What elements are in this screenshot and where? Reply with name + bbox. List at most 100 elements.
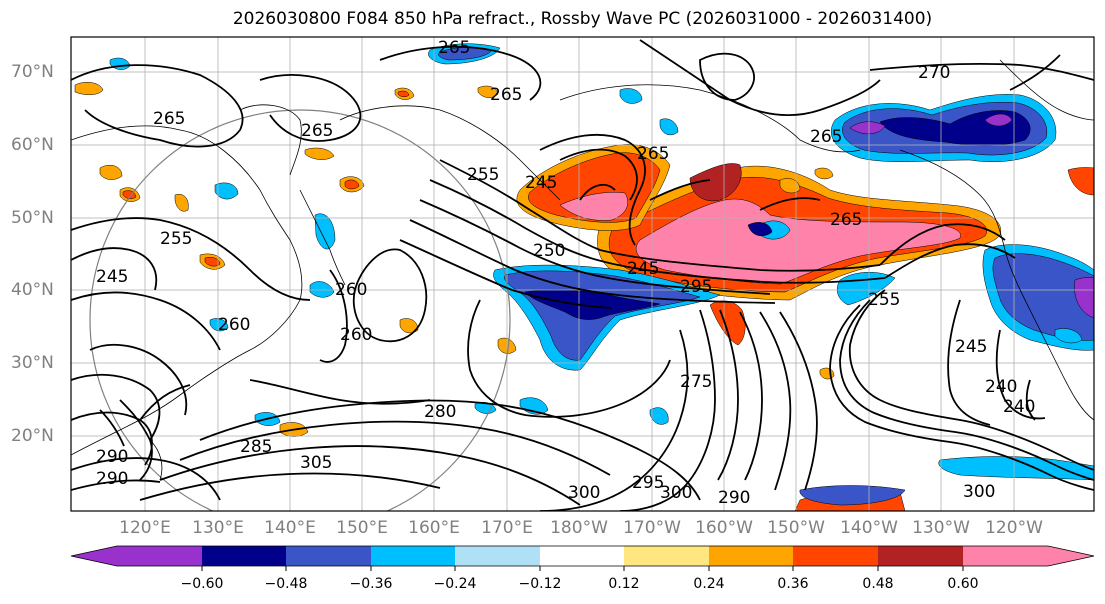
anomaly-region-neg-light — [659, 118, 679, 136]
anomaly-region-pos-light — [304, 147, 335, 160]
lon-label: 140°W — [840, 518, 898, 538]
colorbar-tick-label: 0.12 — [608, 576, 640, 592]
lat-label: 20°N — [11, 426, 54, 446]
colorbar-segment — [878, 546, 963, 566]
lon-label: 120°E — [119, 518, 171, 538]
lat-label: 70°N — [11, 62, 54, 82]
colorbar-segment — [540, 546, 624, 566]
lat-label: 50°N — [11, 208, 54, 228]
contour-label: 265 — [810, 127, 842, 147]
colorbar-segment — [202, 546, 286, 566]
contour-label: 300 — [660, 483, 692, 503]
colorbar-segment — [793, 546, 878, 566]
anomaly-region-neg-light — [1054, 328, 1083, 344]
contour-label: 245 — [627, 259, 659, 279]
colorbar-segment — [624, 546, 709, 566]
colorbar-segment — [455, 546, 540, 566]
contour-label: 265 — [830, 210, 862, 230]
anomaly-region-neg-dark — [747, 222, 773, 237]
contour-label: 250 — [533, 241, 565, 261]
colorbar-tick-label: −0.36 — [349, 576, 393, 592]
anomaly-region-neg-light — [309, 281, 335, 298]
contour-label: 270 — [918, 63, 950, 83]
colorbar-tick-label: −0.60 — [180, 576, 224, 592]
contour-label: 255 — [160, 229, 192, 249]
plot-frame — [70, 36, 1095, 512]
colorbar-tick-label: −0.48 — [264, 576, 308, 592]
anomaly-region-neg-strong — [1074, 277, 1094, 319]
anomaly-region-pos-light — [174, 194, 189, 212]
anomaly-region-pos-mid — [1067, 167, 1094, 196]
anomaly-region-pos-light — [74, 82, 104, 95]
graticule — [71, 37, 1094, 511]
lon-label: 160°W — [695, 518, 753, 538]
colorbar-tick-label: 0.24 — [693, 576, 725, 592]
contour-label: 255 — [467, 165, 499, 185]
colorbar-segment — [963, 546, 1048, 566]
colorbar-segment — [286, 546, 371, 566]
colorbar-segment — [117, 546, 202, 566]
contour-label: 265 — [637, 144, 669, 164]
colorbar-tick-label: −0.12 — [518, 576, 562, 592]
anomaly-region-neg-mid — [799, 485, 906, 506]
colorbar — [70, 545, 1095, 571]
anomaly-region-pos-light — [477, 85, 499, 98]
lon-label: 130°E — [192, 518, 244, 538]
lon-label: 150°W — [767, 518, 825, 538]
anomaly-region-pos-mid — [397, 90, 410, 98]
lon-label: 160°E — [408, 518, 460, 538]
contour-label: 300 — [963, 482, 995, 502]
contour-label: 255 — [868, 290, 900, 310]
colorbar-tick-label: 0.36 — [777, 576, 809, 592]
lon-label: 180°W — [550, 518, 608, 538]
contour-label: 265 — [301, 121, 333, 141]
lon-label: 120°W — [985, 518, 1043, 538]
contour-label: 300 — [568, 483, 600, 503]
contour-label: 290 — [718, 488, 750, 508]
contour-labels: 265 265 265 265 265 265 270 255 255 245 … — [96, 38, 1035, 508]
map-title: 2026030800 F084 850 hPa refract., Rossby… — [232, 9, 933, 29]
lat-label: 30°N — [11, 353, 54, 373]
contour-label: 295 — [680, 277, 712, 297]
contour-label: 260 — [218, 315, 250, 335]
contour-label: 295 — [632, 473, 664, 493]
refractivity-contours — [71, 39, 1094, 511]
contour-label: 280 — [424, 402, 456, 422]
anomaly-region-neg-strong — [849, 121, 886, 135]
reference-circle — [89, 109, 511, 511]
contour-label: 240 — [1003, 397, 1035, 417]
contour-label: 290 — [96, 447, 128, 467]
colorbar-tick-label: −0.24 — [433, 576, 477, 592]
contour-label: 285 — [240, 437, 272, 457]
contour-label: 275 — [680, 372, 712, 392]
anomaly-region-pos-light — [779, 178, 801, 194]
colorbar-high-extend — [1048, 546, 1094, 566]
lon-label: 170°W — [623, 518, 681, 538]
anomaly-region-pos-light — [399, 318, 419, 334]
lat-label: 60°N — [11, 135, 54, 155]
anomaly-region-neg-strong — [984, 113, 1013, 127]
contour-label: 265 — [153, 109, 185, 129]
colorbar-tick-label: 0.60 — [947, 576, 979, 592]
anomaly-region-pos-light — [814, 167, 834, 180]
contour-label: 260 — [340, 325, 372, 345]
contour-label: 245 — [955, 337, 987, 357]
anomaly-region-neg-light — [938, 456, 1094, 481]
colorbar-segment — [709, 546, 793, 566]
anomaly-region-pos-mid — [204, 257, 221, 267]
anomaly-region-neg-light — [619, 88, 643, 104]
contour-label: 240 — [985, 377, 1017, 397]
anomaly-region-neg-light — [314, 213, 336, 250]
contour-label: 265 — [438, 38, 470, 58]
lon-label: 150°E — [336, 518, 388, 538]
contour-label: 245 — [525, 173, 557, 193]
lon-label: 130°W — [912, 518, 970, 538]
colorbar-segment — [371, 546, 455, 566]
contour-label: 245 — [96, 267, 128, 287]
contour-label: 290 — [96, 469, 128, 489]
anomaly-region-pos-light — [99, 165, 123, 180]
anomaly-region-pos-mid — [344, 179, 360, 190]
contour-label: 305 — [300, 453, 332, 473]
lon-label: 140°E — [264, 518, 316, 538]
